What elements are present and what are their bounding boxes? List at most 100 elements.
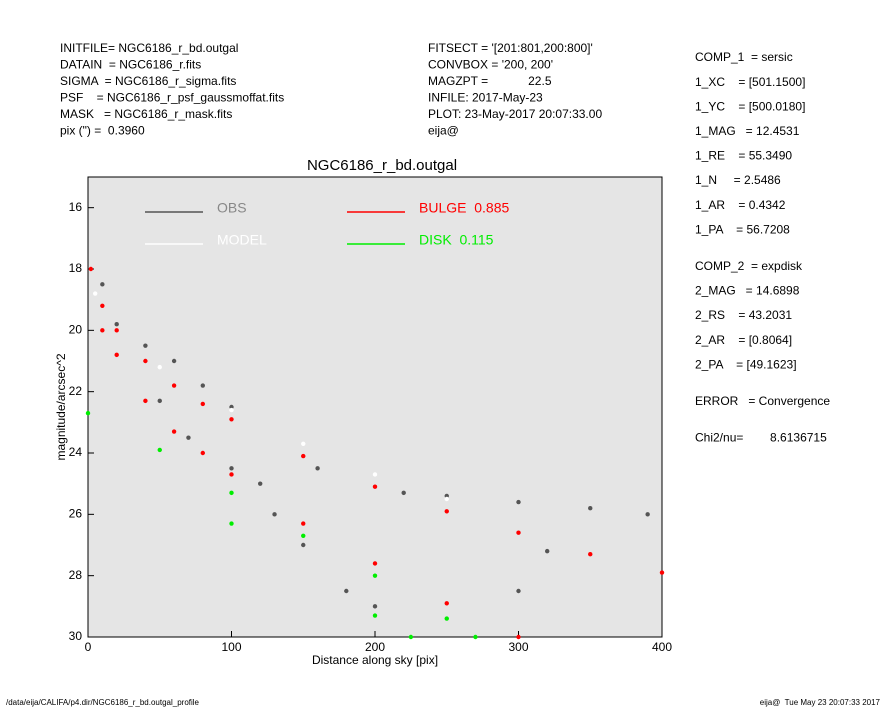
plot-area	[87, 176, 663, 638]
point	[588, 552, 593, 557]
point	[301, 521, 306, 526]
header-left: MASK = NGC6186_r_mask.fits	[60, 107, 232, 121]
point	[301, 441, 306, 446]
fit-param: Chi2/nu= 8.6136715	[695, 431, 827, 445]
chart-title: NGC6186_r_bd.outgal	[307, 157, 457, 174]
header-middle: MAGZPT = 22.5	[428, 74, 552, 88]
point	[92, 291, 98, 296]
legend-label: BULGE 0.885	[419, 200, 509, 216]
point	[200, 450, 205, 456]
point	[229, 404, 234, 410]
point	[372, 613, 378, 618]
point	[516, 530, 521, 535]
point	[200, 383, 205, 388]
point	[372, 484, 378, 489]
x-tick-label: 400	[652, 640, 672, 654]
y-tick-label: 18	[69, 261, 83, 275]
point	[88, 266, 94, 272]
footer-path: /data/eija/CALIFA/p4.dir/NGC6186_r_bd.ou…	[6, 698, 200, 707]
point	[444, 601, 449, 606]
x-tick-label: 0	[85, 640, 92, 654]
point	[344, 588, 349, 594]
legend-label: MODEL	[217, 232, 267, 248]
point	[408, 634, 414, 640]
point	[444, 616, 449, 621]
point	[100, 282, 105, 287]
point	[444, 493, 449, 499]
point	[372, 573, 378, 578]
point	[143, 343, 148, 348]
header-middle: FITSECT = '[201:801,200:800]'	[428, 41, 593, 55]
x-tick-label: 300	[508, 640, 528, 654]
fit-param: COMP_1 = sersic	[695, 50, 793, 64]
point	[258, 481, 263, 486]
header-left: pix (") = 0.3960	[60, 124, 145, 138]
point	[157, 447, 162, 453]
header-left: INITFILE= NGC6186_r_bd.outgal	[60, 41, 238, 55]
point	[171, 429, 177, 434]
fit-param: ERROR = Convergence	[695, 394, 830, 408]
fit-param: 1_AR = 0.4342	[695, 198, 786, 212]
point	[516, 499, 521, 505]
point	[229, 407, 234, 413]
fit-param: 2_RS = 43.2031	[695, 308, 792, 322]
y-tick-label: 30	[69, 629, 83, 643]
point	[171, 358, 177, 364]
point	[85, 410, 91, 416]
point	[171, 383, 177, 388]
x-tick-label: 200	[365, 640, 385, 654]
point	[372, 561, 378, 566]
y-tick-label: 22	[69, 384, 83, 398]
header-left: SIGMA = NGC6186_r_sigma.fits	[60, 74, 236, 88]
fit-param: 1_PA = 56.7208	[695, 222, 790, 236]
point	[272, 512, 277, 517]
legend-label: OBS	[217, 200, 247, 216]
point	[229, 490, 234, 496]
footer-date: eija@ Tue May 23 20:07:33 2017	[760, 698, 881, 707]
fit-param: 2_MAG = 14.6898	[695, 284, 800, 298]
fit-param: 2_PA = [49.1623]	[695, 357, 797, 371]
point	[100, 303, 105, 308]
point	[200, 401, 205, 407]
point	[401, 490, 406, 496]
point	[315, 466, 320, 471]
point	[545, 548, 550, 554]
fit-param: COMP_2 = expdisk	[695, 259, 803, 273]
point	[473, 634, 478, 640]
header-middle: CONVBOX = '200, 200'	[428, 58, 553, 72]
header-middle: INFILE: 2017-May-23	[428, 91, 543, 105]
point	[372, 604, 378, 609]
y-axis-label: magnitude/arcsec^2	[54, 353, 68, 460]
point	[301, 542, 306, 548]
point	[659, 570, 665, 575]
point	[372, 472, 378, 477]
fit-param: 1_RE = 55.3490	[695, 149, 792, 163]
point	[444, 509, 449, 514]
fit-param: 2_AR = [0.8064]	[695, 333, 792, 347]
header-left: DATAIN = NGC6186_r.fits	[60, 58, 201, 72]
header-middle: eija@	[428, 124, 459, 138]
point	[186, 435, 191, 440]
y-tick-label: 26	[69, 507, 83, 521]
point	[516, 588, 521, 594]
point	[229, 466, 234, 471]
point	[143, 358, 148, 364]
header-middle: PLOT: 23-May-2017 20:07:33.00	[428, 107, 602, 121]
fit-param: 1_N = 2.5486	[695, 173, 781, 187]
header-left: PSF = NGC6186_r_psf_gaussmoffat.fits	[60, 91, 284, 105]
point	[229, 417, 234, 422]
fit-param: 1_YC = [500.0180]	[695, 99, 805, 113]
y-tick-label: 20	[69, 323, 83, 337]
point	[114, 322, 119, 327]
point	[301, 453, 306, 459]
point	[229, 472, 234, 477]
point	[114, 352, 119, 358]
point	[444, 496, 449, 502]
y-tick-label: 28	[69, 568, 83, 582]
x-tick-label: 100	[221, 640, 241, 654]
legend-label: DISK 0.115	[419, 232, 494, 248]
fit-param: 1_XC = [501.1500]	[695, 75, 805, 89]
scatter-points	[85, 266, 665, 640]
y-tick-label: 16	[69, 200, 83, 214]
